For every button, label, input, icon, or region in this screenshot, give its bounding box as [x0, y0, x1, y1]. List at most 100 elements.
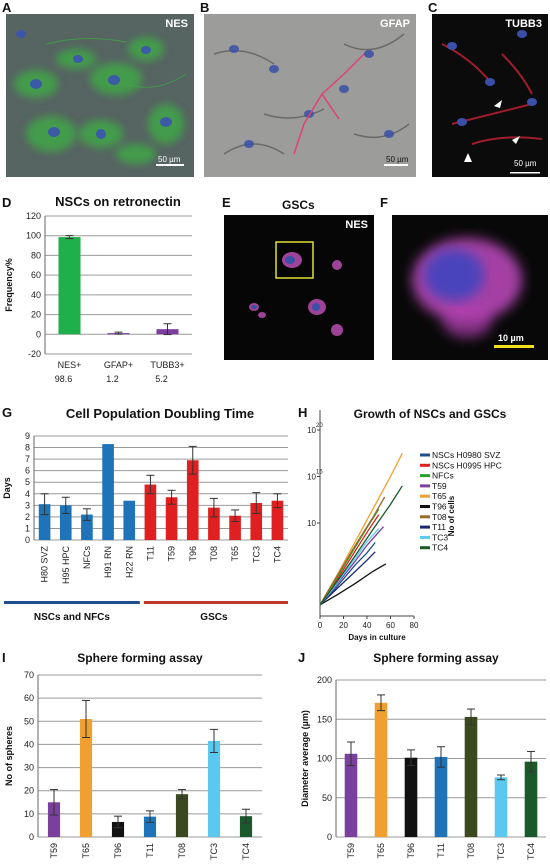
y-tick-label: 8 — [25, 443, 30, 453]
chart-title: Growth of NSCs and GSCs — [354, 407, 507, 421]
y-tick-label: 60 — [31, 270, 41, 280]
bar — [165, 497, 178, 540]
panel-letter-e: E — [222, 195, 231, 210]
x-tick-label: NES+ — [58, 360, 82, 370]
x-tick-label: T59 — [346, 843, 356, 859]
legend-label: TC4 — [432, 543, 448, 553]
chart-title: Cell Population Doubling Time — [66, 406, 254, 421]
chart-title: Sphere forming assay — [373, 651, 499, 665]
bar — [208, 507, 220, 540]
y-tick-exponent: 20 — [316, 423, 323, 429]
chart-d-svg: NSCs on retronectin 120 100 80 60 40 20 0 -20 Fre… — [4, 194, 192, 384]
y-tick-label: 2 — [25, 512, 30, 522]
bar — [404, 757, 418, 837]
y-tick-label: 6 — [25, 466, 30, 476]
panel-letter-i: I — [2, 650, 6, 665]
x-tick-label: T65 — [81, 843, 91, 859]
legend-label: TC3 — [432, 532, 448, 542]
x-tick-label: TC3 — [209, 843, 219, 860]
y-tick-label: 9 — [25, 431, 30, 441]
bar — [239, 816, 253, 837]
y-tick-label: 0 — [29, 832, 34, 842]
legend-label: NFCs — [432, 471, 454, 481]
chart-i: Sphere forming assay 70 60 50 40 30 20 10 0 No of… — [0, 645, 270, 865]
y-tick-label: 3 — [25, 500, 30, 510]
x-tick-label: TC4 — [241, 843, 251, 860]
x-tick-label: T65 — [230, 546, 240, 562]
x-tick-label: T08 — [466, 843, 476, 859]
y-tick-label: 0 — [25, 535, 30, 545]
y-tick-label: 7 — [25, 454, 30, 464]
x-tick-label: T11 — [436, 843, 446, 858]
legend-label: T65 — [432, 491, 447, 501]
y-tick-label: 10 — [24, 809, 34, 819]
y-tick-label: 80 — [31, 250, 41, 260]
x-tick-label: T59 — [49, 843, 59, 859]
bar — [38, 504, 51, 540]
y-axis-label: Diameter average (µm) — [300, 710, 310, 807]
y-tick-label: 60 — [24, 693, 34, 703]
panel-letter-c: C — [428, 0, 438, 15]
bar — [494, 777, 508, 837]
panel-letter-d: D — [2, 195, 12, 210]
panel-letter-g: G — [2, 405, 13, 420]
x-tick-label: TC3 — [251, 546, 261, 563]
bar — [374, 702, 388, 837]
micrograph-tubb3: TUBB3 50 µm — [432, 14, 548, 177]
x-tick-label: H22 RN — [124, 546, 134, 578]
x-tick-label: 60 — [386, 621, 395, 630]
scale-bar-label: 10 µm — [498, 333, 524, 343]
y-tick-label: 40 — [24, 739, 34, 749]
bar — [144, 484, 157, 540]
panel-letter-j: J — [298, 650, 306, 665]
x-axis-label: Days in culture — [348, 633, 406, 642]
bar — [524, 761, 538, 837]
series-line — [319, 551, 376, 606]
x-tick-label: T11 — [145, 546, 155, 561]
x-tick-label: H80 SVZ — [40, 545, 50, 582]
y-tick-label: 10 — [307, 426, 316, 435]
bar — [186, 460, 199, 540]
y-axis-label: No of spheres — [4, 726, 14, 786]
x-tick-label: TC4 — [526, 843, 536, 860]
legend-label: T59 — [432, 481, 447, 491]
series-line — [319, 485, 403, 606]
bar — [81, 514, 93, 540]
bar — [250, 503, 263, 540]
x-tick-label: T08 — [209, 546, 219, 562]
x-tick-label: T96 — [188, 546, 198, 562]
chart-j-svg: Sphere forming assay 200 150 100 50 0 Diameter… — [300, 651, 546, 860]
value-label: 1.2 — [106, 374, 119, 384]
y-tick-label: 0 — [36, 329, 41, 339]
legend-label: T08 — [432, 512, 447, 522]
y-tick-label: 50 — [24, 716, 34, 726]
x-tick-label: T65 — [376, 843, 386, 859]
chart-g: Cell Population Doubling Time 9 8 7 6 5 4 3 2 1 0 D… — [0, 398, 290, 638]
bar — [111, 821, 125, 837]
x-tick-label: 80 — [410, 621, 419, 630]
micrograph-gsc-zoom: 10 µm — [392, 215, 548, 360]
y-axis-label: No of cells — [447, 495, 456, 536]
marker-label-nes: NES — [165, 18, 188, 30]
scale-bar-label: 50 µm — [158, 155, 181, 164]
micrograph-gfap: GFAP 50 µm — [204, 14, 416, 177]
bar — [123, 500, 136, 540]
value-label: 5.2 — [155, 374, 168, 384]
x-tick-label: TUBB3+ — [150, 360, 184, 370]
panel-letter-h: H — [298, 405, 308, 420]
bar — [59, 505, 72, 540]
y-tick-label: 5 — [25, 477, 30, 487]
bar — [175, 794, 189, 837]
legend-label: NSCs H0980 SVZ — [432, 450, 501, 460]
value-label: 98.6 — [55, 374, 73, 384]
x-tick-label: H91 RN — [103, 546, 113, 578]
legend-label: T11 — [432, 522, 446, 532]
marker-label-gfap: GFAP — [380, 18, 410, 30]
bar — [143, 816, 157, 837]
x-tick-label: GFAP+ — [104, 360, 133, 370]
y-tick-label: 0 — [327, 832, 332, 842]
x-tick-label: T59 — [167, 546, 177, 562]
y-tick-label: 50 — [322, 793, 332, 803]
bar — [47, 802, 61, 837]
x-tick-label: NFCs — [82, 546, 92, 569]
